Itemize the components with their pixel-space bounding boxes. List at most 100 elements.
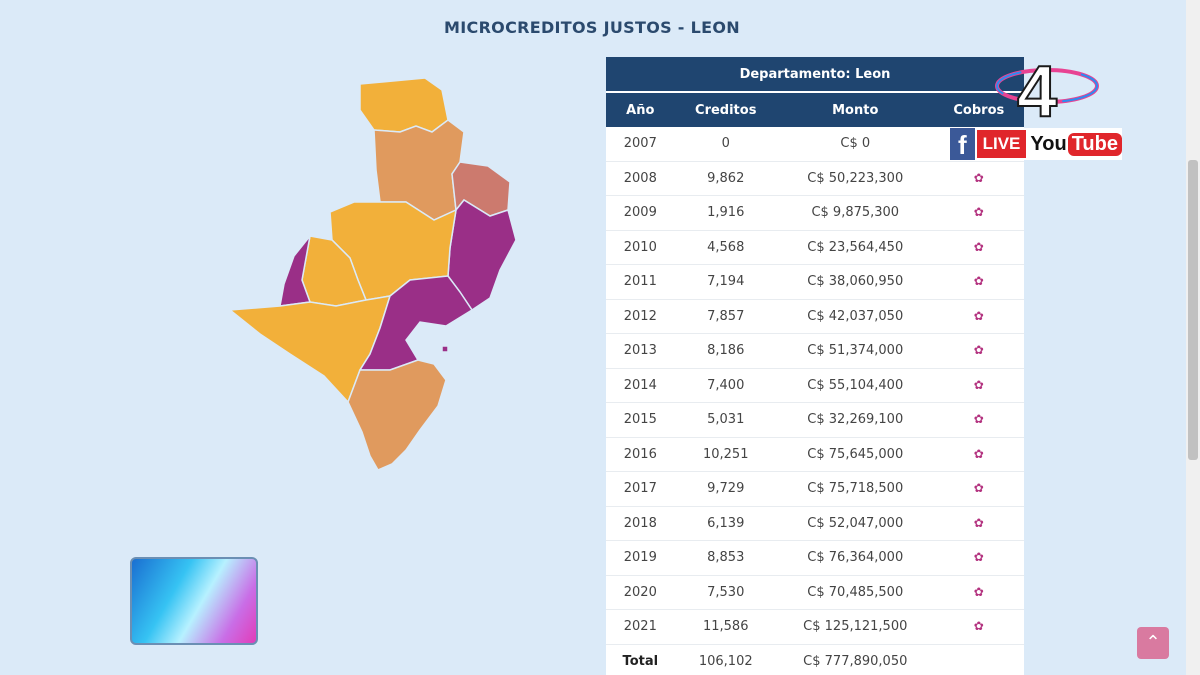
cobros-cell: ✿ (933, 230, 1024, 265)
table-row: 2021 11,586 C$ 125,121,500 ✿ (606, 609, 1024, 645)
cobros-cell: ✿ (933, 402, 1024, 438)
broadcast-thumbnail (130, 557, 258, 645)
year-cell: 2013 (606, 333, 675, 369)
creditos-cell: 6,139 (674, 506, 777, 541)
cobros-cell: ✿ (933, 368, 1024, 403)
gear-icon[interactable]: ✿ (973, 343, 984, 358)
monto-cell: C$ 23,564,450 (776, 230, 934, 265)
table-row: 2019 8,853 C$ 76,364,000 ✿ (606, 540, 1024, 576)
gear-icon[interactable]: ✿ (973, 584, 984, 599)
creditos-cell: 7,857 (674, 299, 777, 334)
microcredit-table: Departamento: Leon Año Creditos Monto Co… (606, 57, 1024, 675)
scroll-to-top-button[interactable]: ⌃ (1137, 627, 1169, 659)
cobros-cell: ✿ (933, 471, 1024, 507)
year-cell: 2018 (606, 506, 675, 541)
table-row: 2015 5,031 C$ 32,269,100 ✿ (606, 402, 1024, 438)
table-row: 2008 9,862 C$ 50,223,300 ✿ (606, 161, 1024, 196)
creditos-cell: 7,400 (674, 368, 777, 403)
monto-cell: C$ 55,104,400 (776, 368, 934, 403)
creditos-cell: 7,530 (674, 575, 777, 610)
monto-cell: C$ 52,047,000 (776, 506, 934, 541)
cobros-cell: ✿ (933, 609, 1024, 645)
year-cell: 2016 (606, 437, 675, 472)
creditos-cell: 8,853 (674, 540, 777, 576)
page-scrollbar[interactable] (1186, 0, 1200, 675)
monto-cell: C$ 70,485,500 (776, 575, 934, 610)
year-cell: 2014 (606, 368, 675, 403)
map-svg (228, 77, 517, 471)
total-cobros (933, 644, 1024, 675)
creditos-cell: 8,186 (674, 333, 777, 369)
gear-icon[interactable]: ✿ (973, 377, 984, 392)
monto-cell: C$ 75,645,000 (776, 437, 934, 472)
map-region-north[interactable] (359, 77, 449, 133)
creditos-cell: 10,251 (674, 437, 777, 472)
gear-icon[interactable]: ✿ (973, 170, 984, 185)
column-header-monto: Monto (776, 92, 934, 127)
department-map (220, 70, 530, 490)
table-row: 2011 7,194 C$ 38,060,950 ✿ (606, 264, 1024, 300)
creditos-cell: 9,862 (674, 161, 777, 196)
social-banner: f LIVE You Tube (950, 128, 1122, 160)
table-row: 2012 7,857 C$ 42,037,050 ✿ (606, 299, 1024, 334)
creditos-cell: 4,568 (674, 230, 777, 265)
scrollbar-thumb[interactable] (1188, 160, 1198, 460)
year-cell: 2021 (606, 609, 675, 645)
gear-icon[interactable]: ✿ (973, 274, 984, 289)
chevron-up-icon: ⌃ (1145, 632, 1161, 653)
page-title: MICROCREDITOS JUSTOS - LEON (444, 18, 740, 37)
creditos-cell: 0 (674, 127, 777, 162)
monto-cell: C$ 51,374,000 (776, 333, 934, 369)
cobros-cell: ✿ (933, 299, 1024, 334)
year-cell: 2017 (606, 471, 675, 507)
column-header-creditos: Creditos (674, 92, 777, 127)
gear-icon[interactable]: ✿ (973, 619, 984, 634)
total-monto: C$ 777,890,050 (776, 644, 934, 675)
channel-logo: 4 (955, 50, 1105, 133)
gear-icon[interactable]: ✿ (973, 412, 984, 427)
facebook-icon: f (950, 128, 975, 160)
gear-icon[interactable]: ✿ (973, 515, 984, 530)
gear-icon[interactable]: ✿ (973, 239, 984, 254)
column-header-year: Año (606, 92, 675, 127)
monto-cell: C$ 0 (776, 127, 934, 162)
total-creditos: 106,102 (674, 644, 777, 675)
cobros-cell: ✿ (933, 161, 1024, 196)
creditos-cell: 11,586 (674, 609, 777, 645)
youtube-icon: You Tube (1030, 132, 1122, 156)
table-row: 2018 6,139 C$ 52,047,000 ✿ (606, 506, 1024, 541)
year-cell: 2010 (606, 230, 675, 265)
year-cell: 2008 (606, 161, 675, 196)
map-region-island (441, 345, 449, 353)
cobros-cell: ✿ (933, 195, 1024, 231)
year-cell: 2020 (606, 575, 675, 610)
table-row: 2009 1,916 C$ 9,875,300 ✿ (606, 195, 1024, 231)
cobros-cell: ✿ (933, 437, 1024, 472)
gear-icon[interactable]: ✿ (973, 550, 984, 565)
gear-icon[interactable]: ✿ (973, 308, 984, 323)
gear-icon[interactable]: ✿ (973, 481, 984, 496)
gear-icon[interactable]: ✿ (973, 446, 984, 461)
gear-icon[interactable]: ✿ (973, 205, 984, 220)
cobros-cell: ✿ (933, 575, 1024, 610)
creditos-cell: 7,194 (674, 264, 777, 300)
creditos-cell: 9,729 (674, 471, 777, 507)
department-header: Departamento: Leon (606, 57, 1024, 93)
channel-logo-number: 4 (1017, 52, 1057, 130)
total-label: Total (606, 644, 675, 675)
map-region-southeast[interactable] (347, 359, 447, 471)
monto-cell: C$ 38,060,950 (776, 264, 934, 300)
year-cell: 2019 (606, 540, 675, 576)
map-region-south-purple[interactable] (358, 275, 474, 371)
year-cell: 2011 (606, 264, 675, 300)
year-cell: 2015 (606, 402, 675, 438)
youtube-tube: Tube (1067, 132, 1122, 156)
monto-cell: C$ 9,875,300 (776, 195, 934, 231)
table-row: 2010 4,568 C$ 23,564,450 ✿ (606, 230, 1024, 265)
monto-cell: C$ 42,037,050 (776, 299, 934, 334)
creditos-cell: 5,031 (674, 402, 777, 438)
year-cell: 2009 (606, 195, 675, 231)
monto-cell: C$ 50,223,300 (776, 161, 934, 196)
youtube-you: You (1030, 132, 1067, 155)
